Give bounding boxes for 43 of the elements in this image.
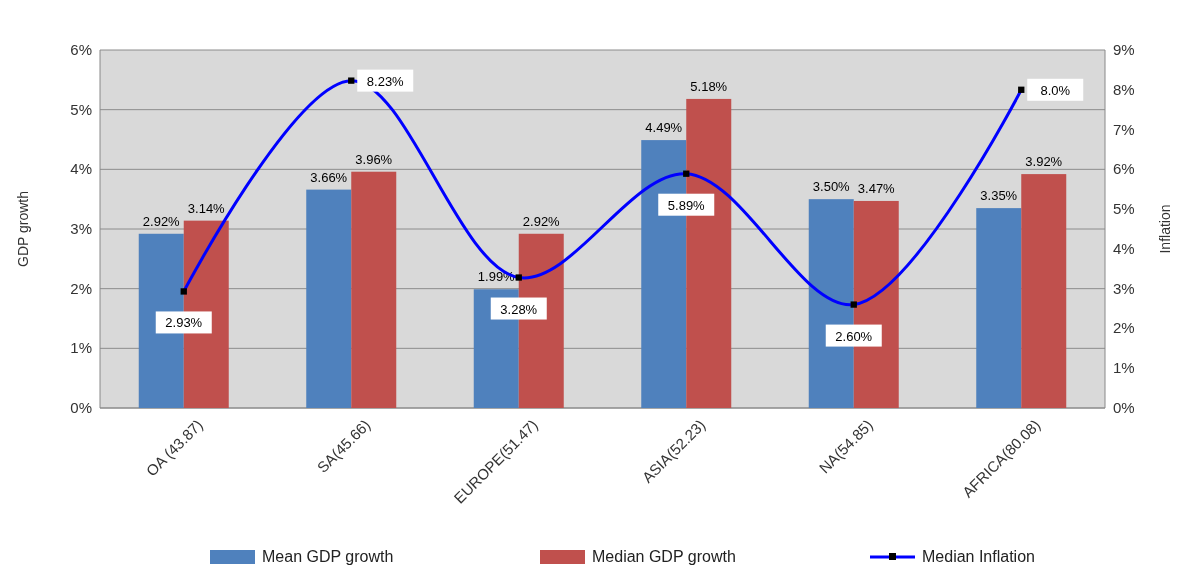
data-label: 2.92% (522, 213, 561, 229)
y-tick-label: 4% (70, 160, 92, 178)
y-tick-label: 6% (70, 41, 92, 58)
data-label: 3.35% (980, 188, 1018, 204)
y-tick-label: 2% (70, 279, 92, 297)
y2-tick-label: 2% (1113, 319, 1135, 337)
data-label: 3.14% (187, 200, 226, 216)
y2-axis-title: Inflation (1157, 204, 1173, 254)
data-label: 3.28% (500, 301, 538, 317)
y-tick-label: 0% (70, 399, 92, 416)
data-label: 3.50% (812, 179, 851, 195)
bar (351, 171, 397, 408)
y2-tick-label: 3% (1113, 279, 1135, 297)
y-axis-title: GDP growth (15, 191, 31, 267)
data-label: 5.89% (667, 197, 706, 213)
data-label: 2.93% (165, 315, 203, 331)
y-tick-label: 5% (70, 100, 92, 118)
y2-tick-label: 5% (1113, 200, 1135, 218)
data-label: 3.66% (310, 169, 348, 185)
bar (976, 208, 1022, 408)
bar (306, 189, 352, 408)
y2-tick-label: 8% (1113, 80, 1135, 98)
y2-tick-label: 9% (1113, 41, 1135, 58)
bar (1021, 174, 1067, 408)
data-label: 3.47% (857, 180, 896, 196)
data-label: 8.23% (366, 73, 405, 89)
y2-tick-label: 1% (1113, 359, 1135, 377)
data-label: 3.92% (1025, 154, 1063, 170)
data-label: 8.0% (1040, 82, 1071, 98)
legend-label: Mean GDP growth (262, 548, 394, 565)
data-label: 5.18% (690, 78, 728, 94)
data-label: 3.96% (355, 151, 393, 167)
legend-label: Median GDP growth (592, 548, 736, 565)
y2-tick-label: 7% (1113, 120, 1135, 138)
data-label: 2.60% (835, 328, 873, 344)
y2-tick-label: 0% (1113, 399, 1135, 416)
y2-tick-label: 6% (1113, 160, 1135, 178)
data-label: 4.49% (645, 120, 683, 136)
y-tick-label: 3% (70, 220, 92, 237)
legend-label: Median Inflation (922, 548, 1035, 565)
y2-tick-label: 4% (1113, 239, 1135, 257)
y-tick-label: 1% (70, 339, 92, 357)
data-label: 2.92% (142, 213, 181, 229)
